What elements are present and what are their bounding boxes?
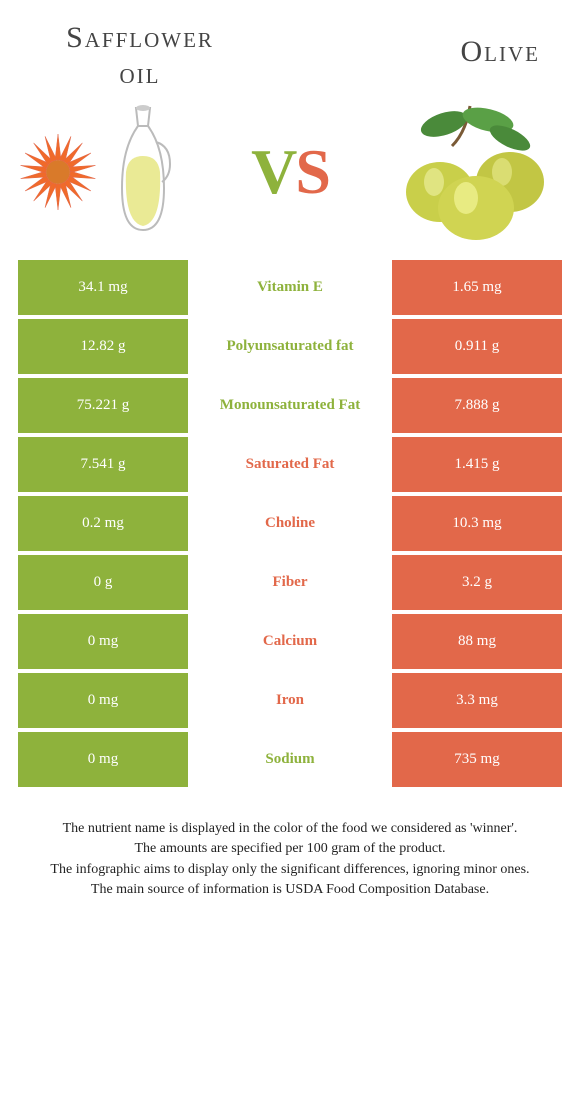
footer-line: The nutrient name is displayed in the co… (20, 819, 560, 839)
right-value: 3.3 mg (392, 673, 562, 728)
footer-notes: The nutrient name is displayed in the co… (0, 791, 580, 900)
image-row: VS (0, 92, 580, 260)
vs-s: S (295, 136, 329, 207)
comparison-table: 34.1 mgVitamin E1.65 mg12.82 gPolyunsatu… (18, 260, 562, 787)
left-value: 0 mg (18, 614, 188, 669)
vs-label: VS (251, 135, 329, 209)
right-value: 10.3 mg (392, 496, 562, 551)
left-value: 0 g (18, 555, 188, 610)
nutrient-name: Choline (188, 496, 392, 551)
nutrient-name: Fiber (188, 555, 392, 610)
nutrient-name: Polyunsaturated fat (188, 319, 392, 374)
nutrient-name: Saturated Fat (188, 437, 392, 492)
oil-carafe-icon (108, 102, 178, 242)
left-value: 7.541 g (18, 437, 188, 492)
left-value: 12.82 g (18, 319, 188, 374)
left-value: 0.2 mg (18, 496, 188, 551)
footer-line: The infographic aims to display only the… (20, 860, 560, 880)
right-value: 3.2 g (392, 555, 562, 610)
table-row: 0.2 mgCholine10.3 mg (18, 496, 562, 551)
right-value: 88 mg (392, 614, 562, 669)
right-value: 1.65 mg (392, 260, 562, 315)
left-food-title: Safflower oil (40, 20, 240, 92)
table-row: 0 mgCalcium88 mg (18, 614, 562, 669)
header: Safflower oil Olive (0, 0, 580, 92)
safflower-flower-icon (18, 132, 98, 212)
left-value: 0 mg (18, 673, 188, 728)
nutrient-name: Iron (188, 673, 392, 728)
right-value: 7.888 g (392, 378, 562, 433)
table-row: 0 mgSodium735 mg (18, 732, 562, 787)
right-value: 735 mg (392, 732, 562, 787)
right-value: 0.911 g (392, 319, 562, 374)
table-row: 75.221 gMonounsaturated Fat7.888 g (18, 378, 562, 433)
olive-image (382, 102, 562, 242)
safflower-oil-image (18, 102, 198, 242)
nutrient-name: Monounsaturated Fat (188, 378, 392, 433)
vs-v: V (251, 136, 295, 207)
table-row: 7.541 gSaturated Fat1.415 g (18, 437, 562, 492)
left-value: 34.1 mg (18, 260, 188, 315)
footer-line: The main source of information is USDA F… (20, 880, 560, 900)
table-row: 0 gFiber3.2 g (18, 555, 562, 610)
right-value: 1.415 g (392, 437, 562, 492)
table-row: 0 mgIron3.3 mg (18, 673, 562, 728)
footer-line: The amounts are specified per 100 gram o… (20, 839, 560, 859)
nutrient-name: Calcium (188, 614, 392, 669)
table-row: 34.1 mgVitamin E1.65 mg (18, 260, 562, 315)
left-value: 0 mg (18, 732, 188, 787)
left-value: 75.221 g (18, 378, 188, 433)
right-food-title: Olive (340, 20, 540, 70)
nutrient-name: Vitamin E (188, 260, 392, 315)
nutrient-name: Sodium (188, 732, 392, 787)
table-row: 12.82 gPolyunsaturated fat0.911 g (18, 319, 562, 374)
